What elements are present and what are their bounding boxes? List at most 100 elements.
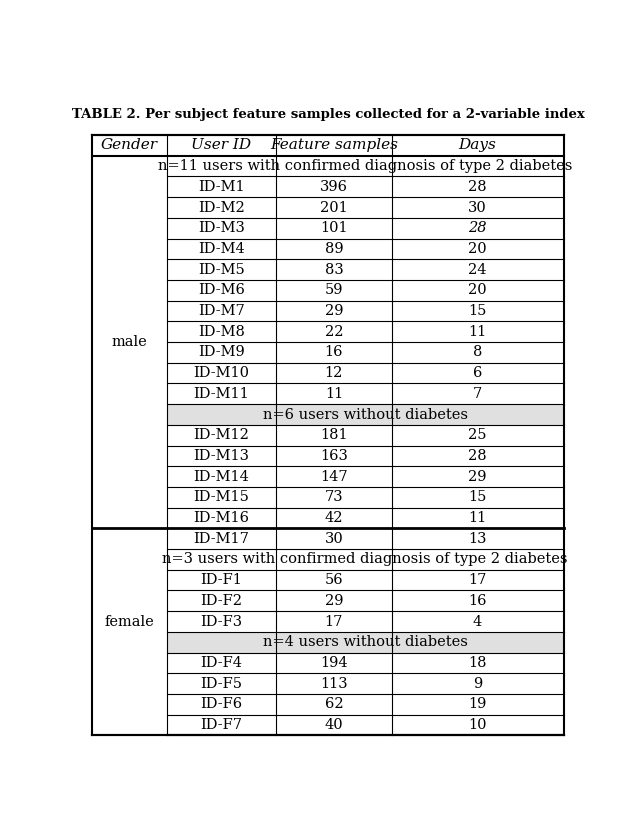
Text: 13: 13 [468,532,487,546]
Text: 163: 163 [320,449,348,463]
Text: 16: 16 [324,345,343,359]
Text: ID-F4: ID-F4 [200,656,243,670]
Text: 56: 56 [324,573,343,587]
Bar [167,466,564,487]
Text: 201: 201 [320,201,348,215]
Text: 83: 83 [324,263,343,276]
Text: 15: 15 [468,490,487,504]
Text: ID-M5: ID-M5 [198,263,245,276]
Bar [167,239,564,260]
Text: 20: 20 [468,242,487,256]
Text: ID-M10: ID-M10 [193,366,250,380]
Bar [167,260,564,280]
Text: 12: 12 [324,366,343,380]
Bar [167,176,564,197]
Text: 113: 113 [320,676,348,691]
Text: Days: Days [459,138,497,152]
Bar [167,218,564,239]
Bar [167,612,564,631]
Text: n=6 users without diabetes: n=6 users without diabetes [263,408,468,422]
Text: 147: 147 [320,469,348,483]
Text: 11: 11 [468,511,487,525]
Text: n=3 users with confirmed diagnosis of type 2 diabetes: n=3 users with confirmed diagnosis of ty… [163,552,568,567]
Bar [167,487,564,508]
Text: 30: 30 [324,532,343,546]
Text: ID-M6: ID-M6 [198,284,245,297]
Text: 181: 181 [320,428,348,443]
Text: 62: 62 [324,697,343,711]
Bar [167,280,564,300]
Bar [167,300,564,321]
Text: 29: 29 [324,594,343,608]
Text: 10: 10 [468,718,487,732]
Text: ID-M8: ID-M8 [198,324,245,339]
Text: female: female [105,615,154,628]
Text: 6: 6 [473,366,483,380]
Text: male: male [112,335,147,349]
Bar [167,342,564,363]
Text: 22: 22 [324,324,343,339]
Bar [92,528,167,715]
Bar [167,156,564,176]
Text: User ID: User ID [191,138,252,152]
Text: 30: 30 [468,201,487,215]
Text: 8: 8 [473,345,483,359]
Text: ID-F7: ID-F7 [200,718,243,732]
Text: 396: 396 [320,180,348,194]
Bar [167,425,564,446]
Text: ID-F6: ID-F6 [200,697,243,711]
Text: ID-M4: ID-M4 [198,242,245,256]
Bar [167,715,564,735]
Bar [167,363,564,384]
Bar [167,694,564,715]
Text: 4: 4 [473,615,482,628]
Text: 15: 15 [468,304,487,318]
Text: n=11 users with confirmed diagnosis of type 2 diabetes: n=11 users with confirmed diagnosis of t… [158,159,572,173]
Text: ID-M9: ID-M9 [198,345,245,359]
Bar [167,446,564,466]
Text: 73: 73 [324,490,343,504]
Bar [167,197,564,218]
Text: ID-M12: ID-M12 [193,428,250,443]
Text: ID-F2: ID-F2 [200,594,243,608]
Text: 59: 59 [324,284,343,297]
Text: 17: 17 [468,573,487,587]
Bar [167,404,564,425]
Text: 101: 101 [320,221,348,235]
Text: 29: 29 [324,304,343,318]
Text: ID-M17: ID-M17 [193,532,250,546]
Text: ID-F3: ID-F3 [200,615,243,628]
Text: 42: 42 [324,511,343,525]
Text: 11: 11 [324,387,343,401]
Text: 28: 28 [468,449,487,463]
Text: 16: 16 [468,594,487,608]
Text: ID-M13: ID-M13 [193,449,250,463]
Text: 20: 20 [468,284,487,297]
Bar [167,384,564,404]
Text: 89: 89 [324,242,343,256]
Text: 194: 194 [320,656,348,670]
Text: 28: 28 [468,221,487,235]
Bar [167,570,564,591]
Text: 24: 24 [468,263,487,276]
Text: ID-M3: ID-M3 [198,221,245,235]
Bar [167,591,564,612]
Text: 25: 25 [468,428,487,443]
Text: 40: 40 [324,718,343,732]
Text: 29: 29 [468,469,487,483]
Text: ID-M2: ID-M2 [198,201,245,215]
Bar [167,549,564,570]
Text: Gender: Gender [101,138,158,152]
Text: ID-M1: ID-M1 [198,180,245,194]
Bar [167,528,564,549]
Text: ID-F1: ID-F1 [200,573,243,587]
Text: 7: 7 [473,387,482,401]
Text: 18: 18 [468,656,487,670]
Text: 17: 17 [324,615,343,628]
Bar [167,673,564,694]
Text: Feature samples: Feature samples [270,138,398,152]
Text: 19: 19 [468,697,487,711]
Bar [167,652,564,673]
Text: ID-M14: ID-M14 [193,469,250,483]
Text: 11: 11 [468,324,487,339]
